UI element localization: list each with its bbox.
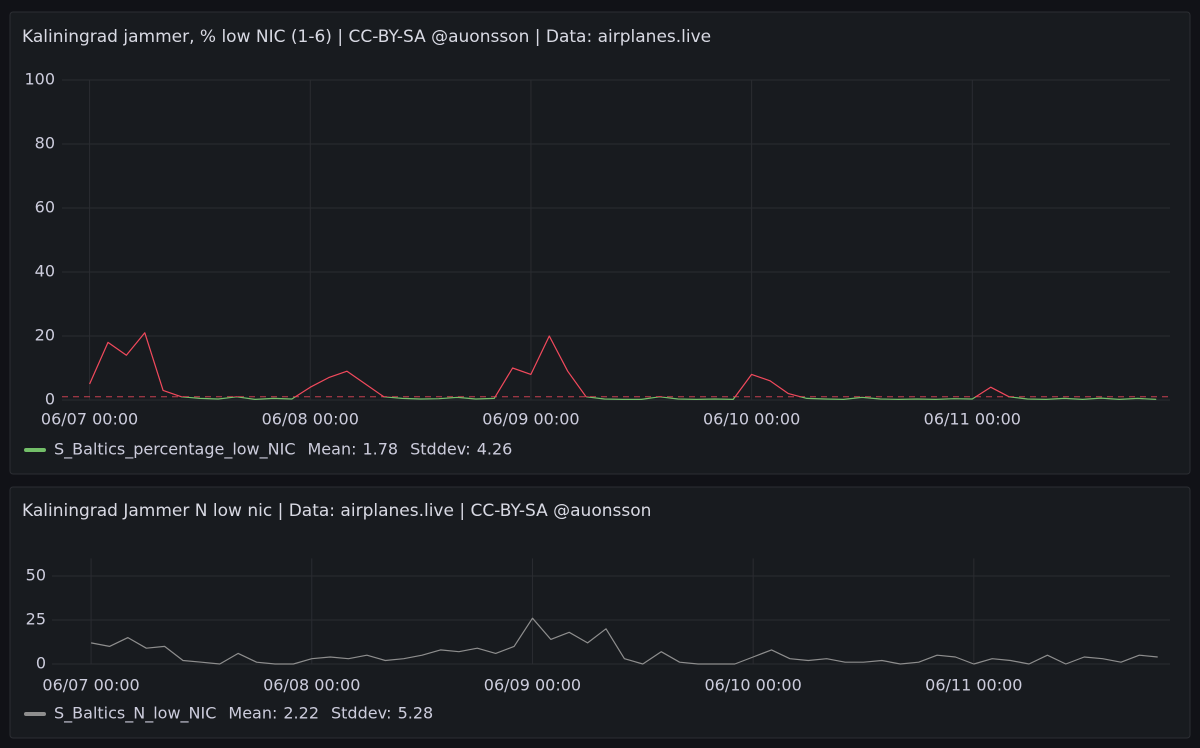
y-tick-label: 0 — [45, 390, 55, 409]
legend-stat-value: 1.78 — [362, 440, 398, 459]
x-tick-label: 06/08 00:00 — [263, 676, 360, 695]
y-tick-label: 20 — [35, 326, 55, 345]
series-line — [90, 617, 1158, 665]
legend-stat-value: 4.26 — [477, 440, 513, 459]
legend-stat-value: 2.22 — [283, 704, 319, 723]
x-tick-label: 06/11 00:00 — [924, 410, 1021, 429]
legend-name: S_Baltics_percentage_low_NIC — [54, 440, 296, 460]
y-tick-label: 80 — [35, 134, 55, 153]
x-tick-label: 06/10 00:00 — [703, 410, 800, 429]
legend-stat-label: Stddev: — [410, 440, 471, 459]
panel-title: Kaliningrad jammer, % low NIC (1-6) | CC… — [22, 27, 711, 47]
legend-stat-value: 5.28 — [398, 704, 434, 723]
y-tick-label: 100 — [24, 70, 55, 89]
panel-title: Kaliningrad Jammer N low nic | Data: air… — [22, 501, 651, 521]
panel — [9, 486, 1191, 739]
x-tick-label: 06/09 00:00 — [484, 676, 581, 695]
legend-stat-label: Mean: — [228, 704, 277, 723]
series-line — [89, 332, 1157, 400]
y-tick-label: 50 — [26, 566, 46, 585]
x-tick-label: 06/11 00:00 — [925, 676, 1022, 695]
legend-stat-label: Stddev: — [331, 704, 392, 723]
x-tick-label: 06/08 00:00 — [262, 410, 359, 429]
x-tick-label: 06/09 00:00 — [482, 410, 579, 429]
x-tick-label: 06/07 00:00 — [41, 410, 138, 429]
legend-stat-label: Mean: — [308, 440, 357, 459]
legend-name: S_Baltics_N_low_NIC — [54, 704, 216, 724]
y-tick-label: 0 — [36, 654, 46, 673]
x-tick-label: 06/10 00:00 — [704, 676, 801, 695]
panel — [9, 11, 1191, 475]
y-tick-label: 25 — [26, 610, 46, 629]
y-tick-label: 60 — [35, 198, 55, 217]
y-tick-label: 40 — [35, 262, 55, 281]
x-tick-label: 06/07 00:00 — [42, 676, 139, 695]
